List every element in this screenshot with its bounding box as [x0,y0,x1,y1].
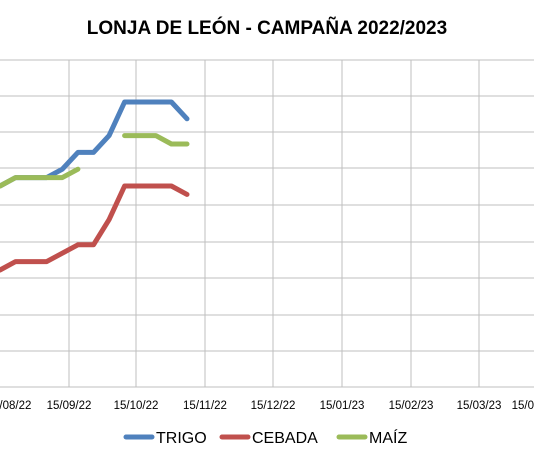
x-tick-label: 15/04/23 [512,400,534,412]
series-line-cebada [0,183,190,273]
gridlines [0,59,534,388]
x-tick-label: 15/10/22 [114,400,159,412]
series-line-maiz [122,133,190,147]
chart-title: LONJA DE LEÓN - CAMPAÑA 2022/2023 [87,17,447,39]
legend-label: MAÍZ [369,428,407,447]
series-line-trigo [0,99,190,189]
x-tick-label: 15/08/22 [0,400,31,412]
x-tick-label: 15/12/22 [251,400,296,412]
legend-label: CEBADA [252,430,318,447]
x-tick-label: 15/01/23 [320,400,365,412]
series-layer [0,99,190,273]
x-tick-label: 15/11/22 [183,400,227,412]
series-line-maiz [0,166,81,189]
x-tick-label: 15/03/23 [457,400,502,412]
legend: TRIGO CEBADA MAÍZ [123,428,407,447]
x-axis-ticks: 15/08/22 15/09/22 15/10/22 15/11/22 15/12/22… [0,400,534,412]
legend-label: TRIGO [156,430,207,447]
x-tick-label: 15/09/22 [47,400,92,412]
x-tick-label: 15/02/23 [389,400,434,412]
